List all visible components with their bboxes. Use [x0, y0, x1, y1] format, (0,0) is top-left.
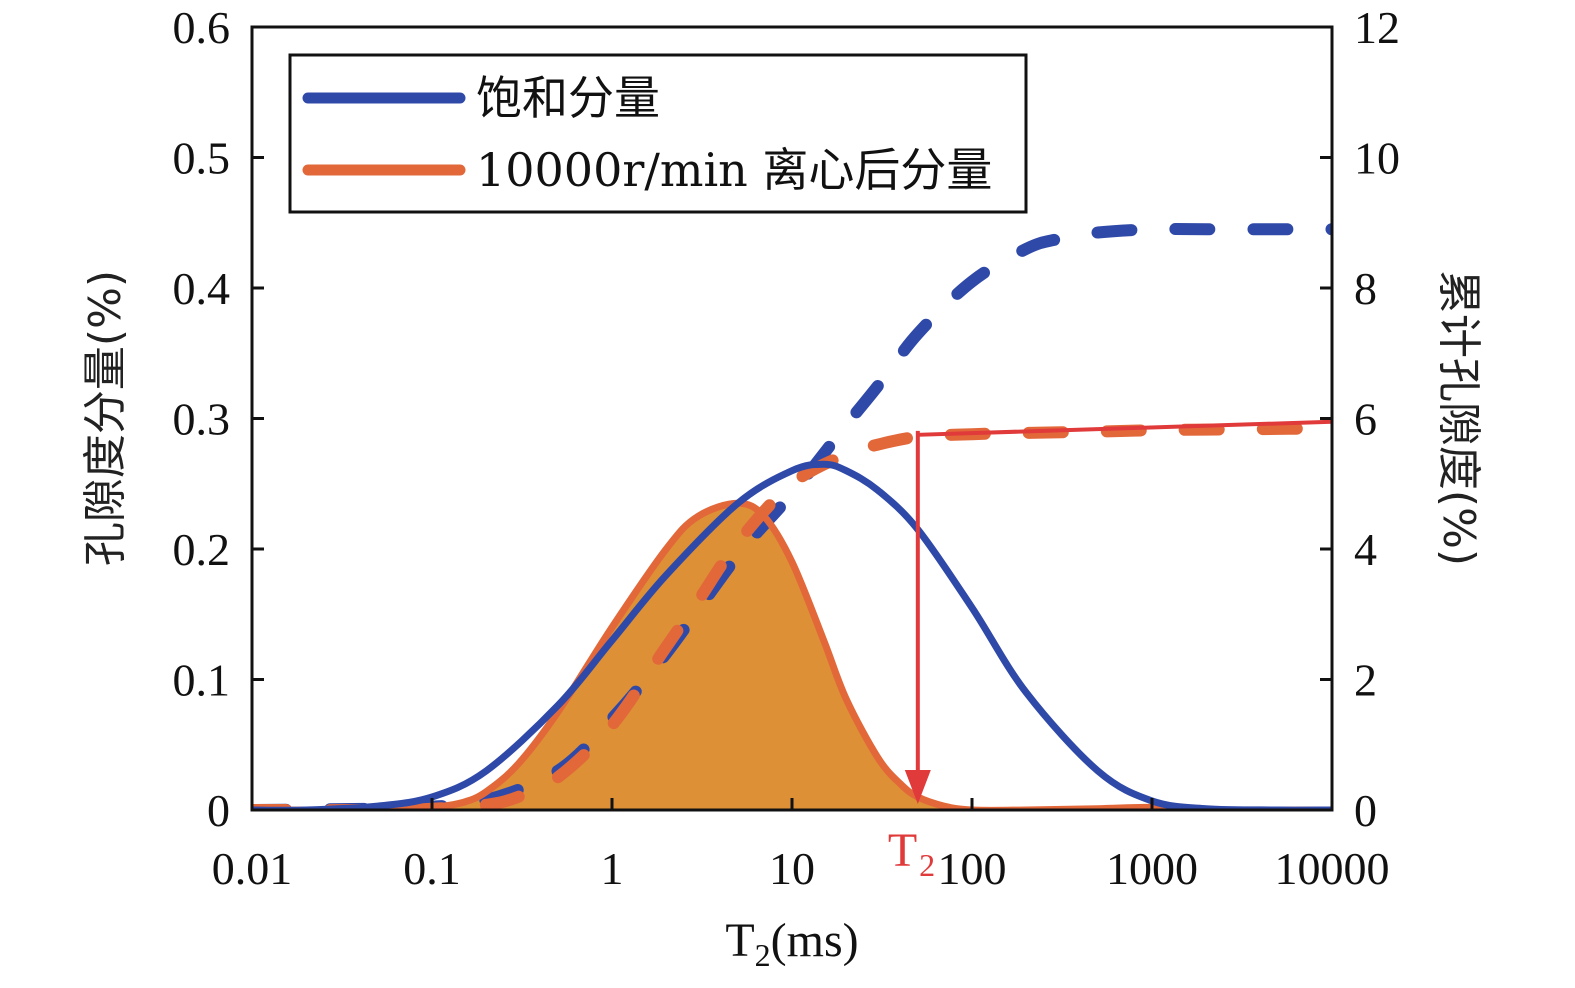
x-tick-label: 1000 [1106, 843, 1198, 894]
x-tick-label: 10 [769, 843, 815, 894]
y-right-tick-label: 4 [1354, 524, 1377, 575]
y-left-tick-label: 0.1 [173, 655, 231, 706]
y-left-tick-label: 0.4 [173, 263, 231, 314]
y-left-tick-label: 0 [207, 785, 230, 836]
x-tick-label: 100 [938, 843, 1007, 894]
axis-labels: T2(ms) 孔隙度分量(%) 累计孔隙度(%) [80, 270, 1484, 973]
legend-label-1: 10000r/min 离心后分量 [476, 143, 992, 197]
legend-label-0: 饱和分量 [476, 71, 660, 125]
x-tick-label: 0.01 [212, 843, 293, 894]
x-tick-label: 0.1 [403, 843, 461, 894]
x-axis-title: T2(ms) [725, 914, 858, 973]
legend-box [288, 53, 1028, 214]
y-left-tick-label: 0.3 [173, 394, 231, 445]
y-left-axis-title: 孔隙度分量(%) [80, 270, 131, 566]
y-left-tick-label: 0.6 [173, 2, 231, 53]
legend: 饱和分量 10000r/min 离心后分量 [288, 53, 1028, 214]
cutoff-horizontal-line [917, 419, 1333, 437]
centrifuged-area-fill [252, 503, 1332, 810]
cutoff-arrow-head [904, 770, 931, 804]
y-left-tick-label: 0.2 [173, 524, 231, 575]
y-right-tick-label: 2 [1354, 655, 1377, 706]
y-right-tick-label: 10 [1354, 133, 1400, 184]
y-right-tick-label: 12 [1354, 2, 1400, 53]
cutoff-layer: T2 [888, 419, 1333, 883]
y-right-tick-label: 6 [1354, 394, 1377, 445]
y-right-axis-title: 累计孔隙度(%) [1433, 270, 1484, 566]
x-tick-label: 1 [601, 843, 624, 894]
y-left-tick-label: 0.5 [173, 133, 231, 184]
series-line-3 [252, 422, 1332, 810]
fill-layer [252, 503, 1332, 810]
series-line-0 [252, 460, 1332, 810]
y-right-tick-label: 8 [1354, 263, 1377, 314]
x-tick-label: 10000 [1275, 843, 1390, 894]
cutoff-label: T2 [888, 824, 935, 883]
axes-layer: 0.01 0.1 1 10 100 1000 1000000.10.20.30.40.50.… [173, 2, 1401, 894]
y-right-tick-label: 0 [1354, 785, 1377, 836]
